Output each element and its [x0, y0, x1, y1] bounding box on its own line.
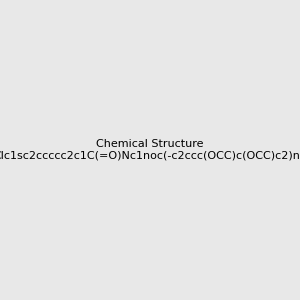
Text: Chemical Structure
Clc1sc2ccccc2c1C(=O)Nc1noc(-c2ccc(OCC)c(OCC)c2)n1: Chemical Structure Clc1sc2ccccc2c1C(=O)N…: [0, 139, 300, 161]
